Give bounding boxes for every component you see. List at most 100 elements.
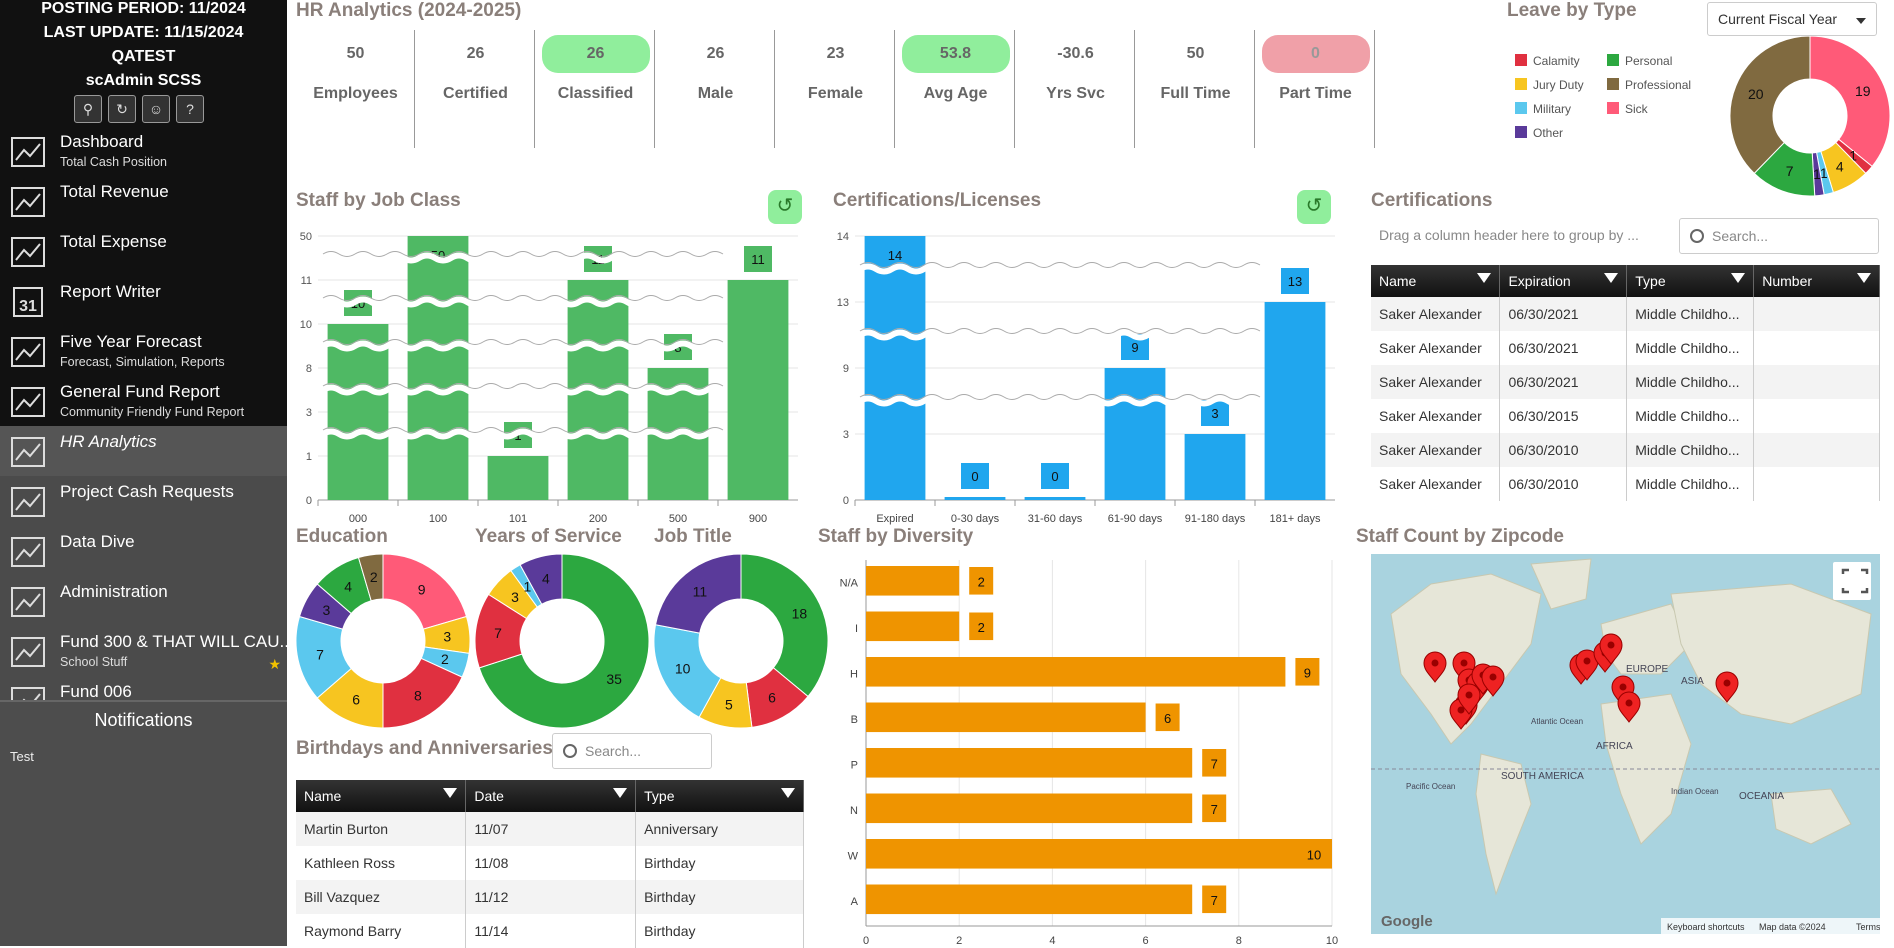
column-header[interactable]: Date [465,780,637,812]
table-row[interactable]: Saker Alexander 06/30/2021 Middle Childho.… [1371,365,1880,399]
sidebar-item-data-dive[interactable]: Data Dive [0,526,287,576]
bar[interactable] [1184,434,1246,500]
bar[interactable] [487,456,549,500]
map-marker-icon[interactable] [1423,651,1447,683]
bar[interactable] [866,884,1193,915]
sidebar-item-administration[interactable]: Administration [0,576,287,626]
smiley-icon[interactable]: ☺ [142,95,170,123]
legend-label[interactable]: Calamity [1533,54,1580,68]
pie-slice[interactable] [1729,36,1811,175]
bar[interactable] [1104,368,1166,500]
fiscal-year-dropdown[interactable]: Current Fiscal Year [1707,2,1877,36]
legend-label[interactable]: Jury Duty [1533,78,1584,92]
kpi-part-time[interactable]: 0 Part Time [1257,30,1375,148]
legend-label[interactable]: Sick [1625,102,1649,116]
refresh-icon[interactable]: ↻ [108,95,136,123]
staff-job-class-reset-button[interactable]: ↺ [768,190,802,224]
bar[interactable] [866,566,960,596]
sidebar-item-project-cash-requests[interactable]: Project Cash Requests [0,476,287,526]
table-row[interactable]: Saker Alexander 06/30/2015 Middle Childho.… [1371,399,1880,433]
search-person-icon[interactable]: ⚲ [74,95,102,123]
kpi-avg-age[interactable]: 53.8 Avg Age [897,30,1015,148]
map-marker-icon[interactable] [1575,649,1599,681]
sidebar-item-five-year-forecast[interactable]: Five Year Forecast Forecast, Simulation, … [0,326,287,376]
legend-label[interactable]: Personal [1625,54,1672,68]
notification-item[interactable]: Test [10,749,34,764]
sidebar-item-hr-analytics[interactable]: HR Analytics [0,426,287,476]
bar[interactable] [866,611,960,642]
pie-slice[interactable] [519,553,563,605]
map-marker-icon[interactable] [1599,633,1623,665]
filter-icon[interactable] [443,788,458,798]
pie-slice[interactable] [1809,36,1890,168]
bar[interactable] [1024,497,1086,500]
table-row[interactable]: Raymond Barry 11/14 Birthday [296,914,804,948]
map-marker-icon[interactable] [1481,665,1505,697]
table-row[interactable]: Martin Burton 11/07 Anniversary [296,812,804,846]
table-row[interactable]: Saker Alexander 06/30/2021 Middle Childho.… [1371,297,1880,331]
column-header[interactable]: Number [1753,265,1880,297]
filter-icon[interactable] [1477,273,1492,283]
kpi-yrs-svc[interactable]: -30.6 Yrs Svc [1017,30,1135,148]
bar[interactable] [1264,302,1326,500]
filter-icon[interactable] [1731,273,1746,283]
bar[interactable] [407,236,469,500]
terms-link[interactable]: Terms [1856,922,1880,932]
sidebar-item-fund-300-that-will-cau-[interactable]: Fund 300 & THAT WILL CAU... School Stuff ★ [0,626,294,676]
sidebar-item-dashboard[interactable]: Dashboard Total Cash Position [0,126,287,176]
pie-slice[interactable] [382,553,468,630]
keyboard-shortcuts-link[interactable]: Keyboard shortcuts [1667,922,1745,932]
column-header[interactable]: Name [296,780,467,812]
kpi-employees[interactable]: 50 Employees [297,30,415,148]
column-header[interactable]: Expiration [1499,265,1628,297]
filter-icon[interactable] [1857,273,1871,283]
bar[interactable] [866,793,1193,824]
bar[interactable] [866,702,1146,733]
sidebar-item-total-expense[interactable]: Total Expense [0,226,287,276]
legend-label[interactable]: Other [1533,126,1563,140]
map-marker-icon[interactable] [1617,691,1641,723]
bar[interactable] [944,497,1006,500]
map-marker-icon[interactable] [1457,683,1481,715]
bar[interactable] [727,280,789,500]
favorite-star-icon[interactable]: ★ [268,656,281,672]
fullscreen-button[interactable] [1833,562,1871,600]
filter-icon[interactable] [613,788,628,798]
table-row[interactable]: Saker Alexander 06/30/2010 Middle Childho.… [1371,467,1880,501]
kpi-certified[interactable]: 26 Certified [417,30,535,148]
table-row[interactable]: Kathleen Ross 11/08 Birthday [296,846,804,880]
sidebar-item-general-fund-report[interactable]: General Fund Report Community Friendly Fu… [0,376,287,426]
kpi-classified[interactable]: 26 Classified [537,30,655,148]
bar[interactable] [327,324,389,500]
zipcode-map[interactable]: ASIA AFRICA OCEANIA SOUTH AMERICA EUROPE Atla… [1371,554,1880,934]
bar[interactable] [866,657,1286,687]
column-header[interactable]: Type [635,780,804,812]
table-row[interactable]: Saker Alexander 06/30/2010 Middle Childho.… [1371,433,1880,467]
pie-slice[interactable] [740,553,829,698]
help-icon[interactable]: ? [176,95,204,123]
pie-slice[interactable] [654,624,722,718]
pie-slice[interactable] [357,553,384,602]
table-row[interactable]: Saker Alexander 06/30/2021 Middle Childho.… [1371,331,1880,365]
bar[interactable] [866,748,1193,778]
birthdays-search-input[interactable]: Search... [552,733,712,769]
sidebar-item-total-revenue[interactable]: Total Revenue [0,176,287,226]
certifications-search-input[interactable]: Search... [1679,218,1879,254]
bar[interactable] [864,236,926,500]
legend-label[interactable]: Military [1533,102,1571,116]
world-map[interactable]: ASIA AFRICA OCEANIA SOUTH AMERICA EUROPE Atla… [1371,554,1880,934]
pie-slice[interactable] [478,553,650,729]
sidebar-item-report-writer[interactable]: 31 Report Writer [0,276,287,326]
table-row[interactable]: Bill Vazquez 11/12 Birthday [296,880,804,914]
column-header[interactable]: Name [1371,265,1501,297]
kpi-male[interactable]: 26 Male [657,30,775,148]
bar[interactable] [866,839,1332,869]
legend-label[interactable]: Professional [1625,78,1691,92]
filter-icon[interactable] [1604,273,1619,283]
column-header[interactable]: Type [1626,265,1755,297]
kpi-female[interactable]: 23 Female [777,30,895,148]
cert-licenses-reset-button[interactable]: ↺ [1297,190,1331,224]
kpi-full-time[interactable]: 50 Full Time [1137,30,1255,148]
map-marker-icon[interactable] [1715,671,1739,703]
pie-slice[interactable] [654,553,742,634]
